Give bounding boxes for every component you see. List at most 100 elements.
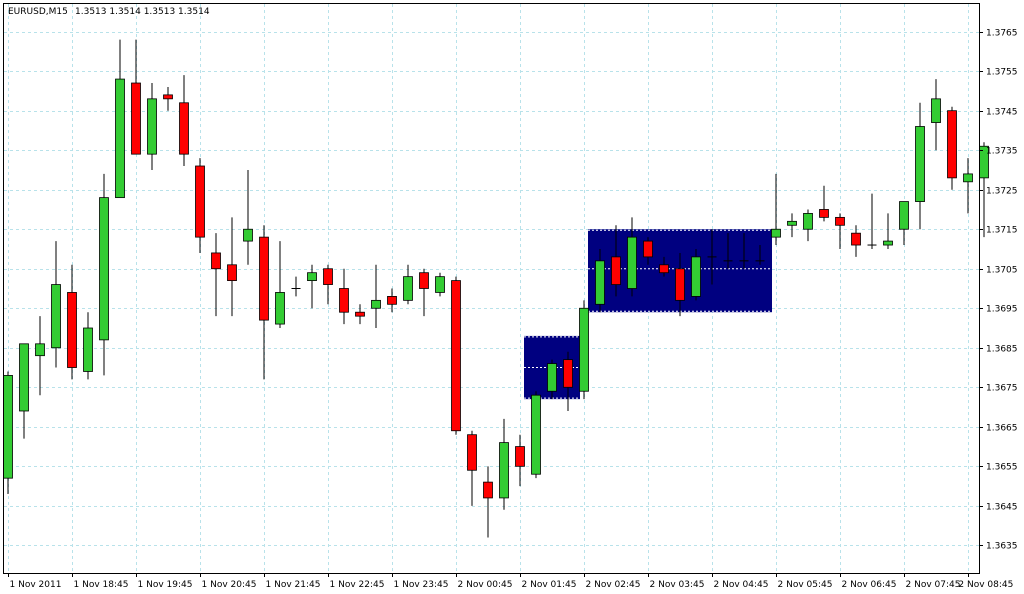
candle xyxy=(67,264,77,380)
candle-body-bull xyxy=(803,213,813,230)
x-tick-label: 2 Nov 04:45 xyxy=(714,580,769,590)
chart-header: EURUSD,M15 1.3513 1.3514 1.3513 1.3514 xyxy=(8,7,210,17)
x-tick-label: 1 Nov 2011 xyxy=(10,580,62,590)
candle-body-bull xyxy=(275,292,285,325)
candle-body-bear xyxy=(467,434,477,471)
candle xyxy=(499,418,509,510)
candle-body-bull xyxy=(579,307,589,392)
candle-body-bear xyxy=(211,252,221,270)
candle xyxy=(691,248,701,301)
candle-body-bear xyxy=(339,288,349,313)
candle xyxy=(963,158,973,214)
candle xyxy=(579,300,589,400)
y-tick-label: 1.3765 xyxy=(986,29,1018,39)
x-tick-label: 1 Nov 19:45 xyxy=(138,580,193,590)
x-tick-label: 2 Nov 06:45 xyxy=(842,580,897,590)
candle xyxy=(243,169,253,265)
candle xyxy=(819,185,829,222)
candle xyxy=(179,75,189,167)
x-tick-label: 1 Nov 23:45 xyxy=(394,580,449,590)
candle-body-bull xyxy=(3,375,13,479)
x-tick-label: 2 Nov 01:45 xyxy=(522,580,577,590)
candle-body-bull xyxy=(99,197,109,341)
x-tick-label: 2 Nov 00:45 xyxy=(458,580,513,590)
candle xyxy=(51,241,61,368)
x-tick-label: 2 Nov 02:45 xyxy=(586,580,641,590)
candle xyxy=(787,213,797,238)
candle-body-bear xyxy=(387,296,397,305)
candle-body-bear xyxy=(643,240,653,258)
x-tick-label: 1 Nov 22:45 xyxy=(330,580,385,590)
candle-body-bear xyxy=(835,216,845,226)
candle-body-bull xyxy=(35,343,45,357)
candle xyxy=(947,106,957,190)
x-tick-label: 2 Nov 07:45 xyxy=(906,580,961,590)
candle-body-bull xyxy=(307,272,317,281)
candle-body-bull xyxy=(499,442,509,499)
x-tick-label: 1 Nov 18:45 xyxy=(74,580,129,590)
candle xyxy=(211,233,221,317)
candle xyxy=(131,39,141,155)
candle-body-bear xyxy=(179,102,189,155)
candle xyxy=(899,201,909,246)
candle-body-bull xyxy=(627,236,637,289)
candle xyxy=(195,158,205,253)
y-tick-label: 1.3715 xyxy=(986,226,1018,236)
candle xyxy=(867,193,877,249)
y-tick-label: 1.3745 xyxy=(986,108,1018,118)
candle-body-bear xyxy=(515,446,525,467)
candle-body-bull xyxy=(531,394,541,475)
candle-body-bull xyxy=(19,343,29,412)
candle-body-bull xyxy=(147,98,157,155)
candle xyxy=(339,268,349,325)
candle xyxy=(419,268,429,317)
candle-body-bear xyxy=(451,280,461,432)
plot-frame xyxy=(3,3,980,574)
candle xyxy=(467,430,477,506)
candle xyxy=(531,391,541,479)
candle xyxy=(515,434,525,487)
candle xyxy=(723,233,733,269)
candle-body-bear xyxy=(163,94,173,100)
candle xyxy=(851,225,861,257)
x-tick-label: 1 Nov 20:45 xyxy=(202,580,257,590)
candle-body-bull xyxy=(691,256,701,297)
y-tick-label: 1.3725 xyxy=(986,187,1018,197)
candle xyxy=(915,102,925,230)
candle-body-bear xyxy=(131,82,141,155)
candle xyxy=(483,466,493,538)
x-tick-label: 2 Nov 05:45 xyxy=(778,580,833,590)
candle-body-bear xyxy=(483,481,493,499)
candle xyxy=(355,304,365,325)
candle-body-bull xyxy=(435,276,445,293)
candle-body-bull xyxy=(403,276,413,301)
candle-body-bull xyxy=(787,220,797,226)
candle xyxy=(771,173,781,246)
candle-body-bull xyxy=(931,98,941,123)
candle-body-bull xyxy=(115,78,125,199)
candle xyxy=(259,225,269,380)
candle-body-bear xyxy=(611,256,621,285)
candle xyxy=(643,237,653,265)
candle xyxy=(275,241,285,329)
candle xyxy=(291,276,301,297)
candle xyxy=(547,359,557,400)
candle xyxy=(3,371,13,494)
candle-body-bull xyxy=(243,228,253,242)
candle xyxy=(371,264,381,329)
candle xyxy=(403,264,413,305)
candle xyxy=(835,213,845,249)
candle-body-bear xyxy=(355,311,365,317)
candle-body-bear xyxy=(323,268,333,285)
candle-body-bull xyxy=(963,173,973,183)
y-tick-label: 1.3705 xyxy=(986,266,1018,276)
candle-body-bull xyxy=(51,284,61,349)
candle-body-bull xyxy=(899,201,909,230)
candle xyxy=(307,264,317,309)
candle-body-bear xyxy=(419,272,429,289)
candle xyxy=(707,229,717,285)
candle-body-bull xyxy=(83,327,93,372)
candle xyxy=(163,86,173,111)
